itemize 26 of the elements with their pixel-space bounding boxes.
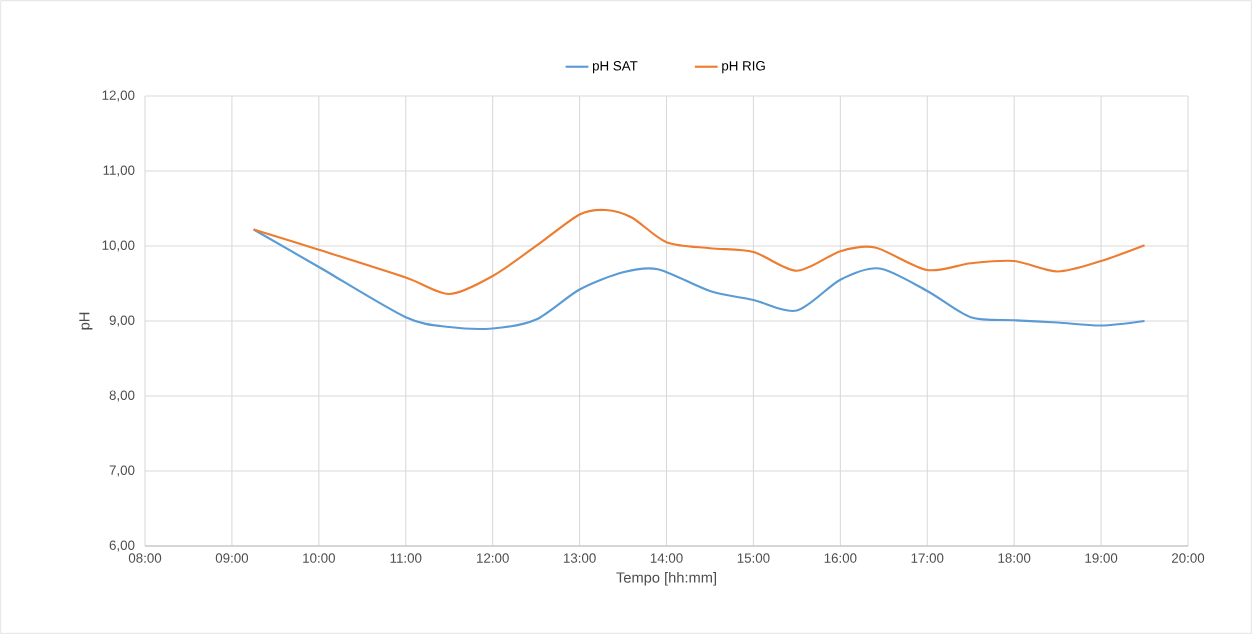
y-tick-label: 11,00 [103, 165, 135, 177]
y-tick-label: 9,00 [109, 315, 135, 327]
y-tick-label: 6,00 [109, 540, 135, 552]
x-tick-label: 19:00 [1085, 553, 1118, 563]
x-tick-label: 09:00 [215, 553, 249, 563]
x-tick-label: 11:00 [390, 553, 422, 563]
x-tick-label: 17:00 [911, 553, 944, 563]
x-tick-label: 13:00 [563, 553, 596, 563]
legend-label: pH RIG [722, 61, 765, 74]
x-tick-label: 15:00 [737, 553, 770, 563]
y-tick-label: 8,00 [109, 390, 135, 402]
x-tick-label: 16:00 [824, 553, 857, 563]
x-tick-label: 14:00 [650, 553, 683, 563]
line-series [252, 228, 1146, 330]
x-tick-label: 10:00 [303, 553, 336, 563]
x-tick-label: 20:00 [1171, 553, 1205, 563]
x-tick-label: 08:00 [128, 553, 162, 563]
y-axis-title: pH [79, 312, 93, 330]
x-axis-title: Tempo [hh:mm] [616, 571, 716, 586]
y-tick-label: 12,00 [102, 90, 135, 102]
legend-label: pH SAT [592, 61, 638, 74]
x-tick-label: 12:00 [477, 553, 509, 563]
y-tick-label: 7,00 [109, 465, 135, 477]
y-tick-label: 10,00 [102, 240, 135, 252]
line-series [252, 208, 1146, 296]
x-tick-label: 18:00 [998, 553, 1031, 563]
